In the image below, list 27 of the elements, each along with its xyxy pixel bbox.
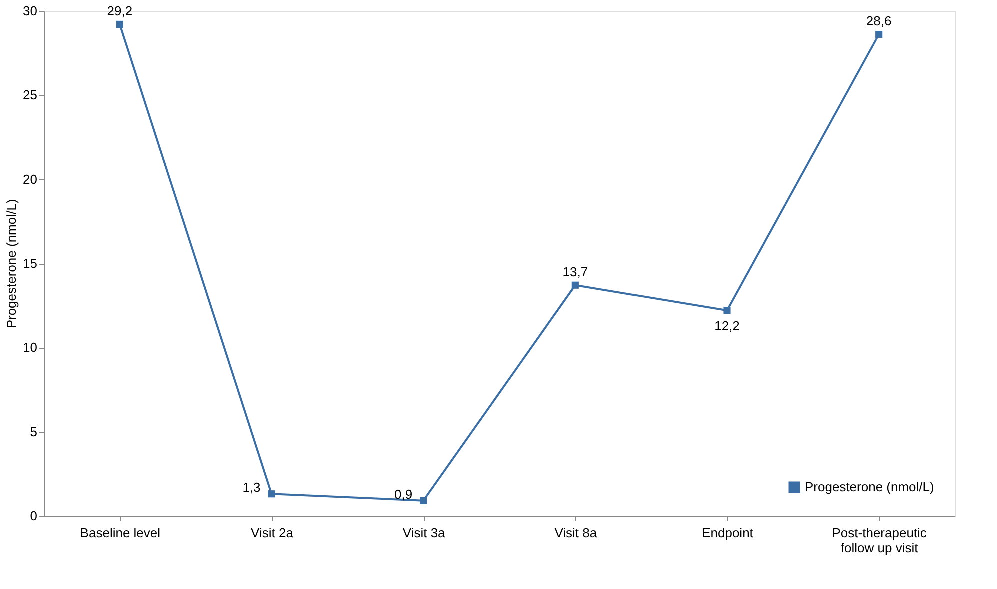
y-axis-title: Progesterone (nmol/L) xyxy=(4,199,20,329)
x-tick-label: Visit 3a xyxy=(402,526,446,540)
y-tick-label: 25 xyxy=(23,88,38,103)
point xyxy=(724,307,731,314)
point xyxy=(876,31,883,38)
data-label: 0,9 xyxy=(394,486,413,502)
y-tick-label: 10 xyxy=(23,340,38,356)
point xyxy=(116,20,124,28)
data-label: 28,6 xyxy=(866,14,892,29)
point xyxy=(268,490,276,498)
x-tick-label: Baseline level xyxy=(80,526,161,540)
y-tick-label: 30 xyxy=(23,4,38,18)
y-tick-label: 20 xyxy=(23,172,38,187)
x-tick-label: Visit 2a xyxy=(251,526,294,540)
y-tick-label: 0 xyxy=(30,508,38,524)
x-tick-label: Post-therapeutic follow up visit xyxy=(832,526,928,556)
data-label: 12,2 xyxy=(714,318,740,334)
data-label: 13,7 xyxy=(562,264,588,280)
y-tick-label: 15 xyxy=(23,256,38,271)
data-label: 1,3 xyxy=(242,480,261,496)
y-tick-label: 5 xyxy=(30,424,38,440)
x-tick-label: Endpoint xyxy=(702,526,754,540)
legend-label: Progesterone (nmol/L) xyxy=(805,480,934,494)
point xyxy=(572,282,579,289)
point xyxy=(420,497,428,504)
x-tick-label: Visit 8a xyxy=(554,526,598,540)
data-label: 29,2 xyxy=(107,3,133,18)
